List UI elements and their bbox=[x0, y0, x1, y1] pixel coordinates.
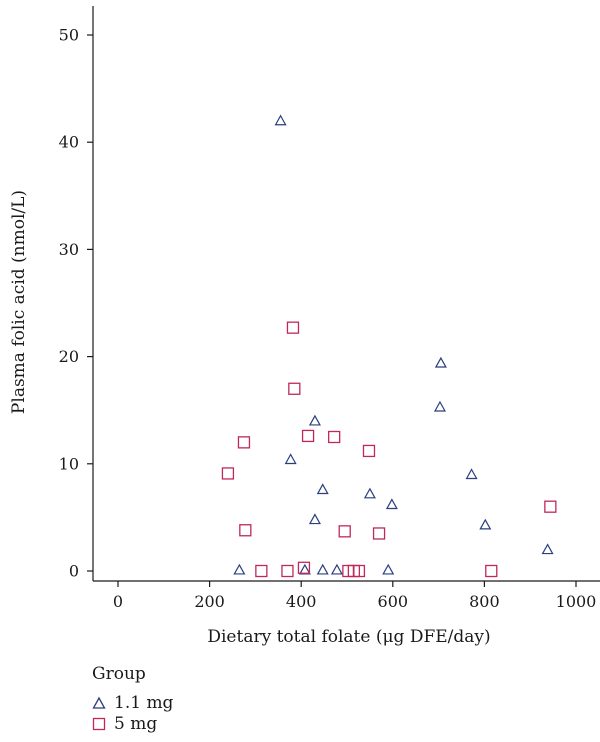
point-1-1mg bbox=[330, 563, 343, 575]
legend-item-5mg: 5 mg bbox=[92, 713, 173, 734]
point-5mg bbox=[485, 564, 498, 578]
y-axis-ticks: 0 10 20 30 40 50 bbox=[59, 26, 93, 581]
x-tick-label: 0 bbox=[113, 592, 123, 611]
x-tick-label: 800 bbox=[469, 592, 500, 611]
point-5mg bbox=[255, 564, 268, 578]
square-marker-icon bbox=[92, 717, 106, 730]
point-5mg bbox=[237, 436, 251, 449]
point-1-1mg bbox=[298, 563, 311, 575]
legend-label: 5 mg bbox=[114, 713, 158, 734]
y-tick-label: 10 bbox=[59, 454, 79, 473]
point-1-1mg bbox=[316, 563, 329, 575]
point-5mg bbox=[544, 500, 557, 513]
point-5mg bbox=[338, 525, 351, 538]
x-tick-label: 1000 bbox=[556, 592, 597, 611]
point-1-1mg bbox=[479, 518, 492, 530]
point-1-1mg bbox=[274, 114, 287, 126]
point-5mg bbox=[362, 444, 376, 458]
x-tick-label: 600 bbox=[378, 592, 409, 611]
point-5mg bbox=[281, 564, 294, 578]
scatter-chart: 0 10 20 30 40 50 0 200 400 600 800 1000 Dietary to… bbox=[9, 6, 600, 647]
x-axis-ticks: 0 200 400 600 800 1000 bbox=[113, 581, 596, 611]
point-5mg bbox=[301, 429, 315, 443]
x-axis-title: Dietary total folate (μg DFE/day) bbox=[207, 627, 490, 647]
point-1-1mg bbox=[465, 468, 478, 480]
triangle-marker-icon bbox=[92, 696, 106, 709]
point-1-1mg bbox=[316, 483, 329, 495]
point-5mg bbox=[239, 524, 252, 537]
point-5mg bbox=[297, 561, 311, 574]
point-5mg bbox=[286, 321, 300, 334]
y-axis-title: Plasma folic acid (nmol/L) bbox=[9, 190, 29, 414]
plot-frame bbox=[92, 6, 600, 582]
point-1-1mg bbox=[541, 543, 554, 555]
y-tick-label: 30 bbox=[59, 240, 79, 259]
y-tick-label: 0 bbox=[69, 562, 79, 581]
y-tick-label: 20 bbox=[59, 347, 79, 366]
point-1-1mg bbox=[363, 487, 376, 499]
point-5mg bbox=[221, 467, 235, 480]
point-5mg bbox=[352, 564, 366, 578]
x-tick-label: 200 bbox=[194, 592, 225, 611]
point-1-1mg bbox=[284, 453, 297, 465]
data-points bbox=[221, 114, 557, 578]
point-1-1mg bbox=[385, 498, 398, 510]
point-1-1mg bbox=[434, 356, 447, 368]
legend-item-1-1mg: 1.1 mg bbox=[92, 692, 173, 713]
y-tick-label: 40 bbox=[59, 133, 79, 152]
x-tick-label: 400 bbox=[286, 592, 317, 611]
point-5mg bbox=[372, 527, 386, 540]
point-5mg bbox=[328, 430, 341, 444]
point-5mg bbox=[288, 382, 301, 395]
y-tick-label: 50 bbox=[59, 26, 79, 45]
legend-label: 1.1 mg bbox=[114, 692, 174, 713]
point-1-1mg bbox=[433, 400, 446, 412]
point-1-1mg bbox=[308, 414, 321, 426]
legend-title: Group bbox=[92, 664, 146, 684]
point-1-1mg bbox=[308, 513, 321, 525]
legend: Group 1.1 mg 5 mg bbox=[92, 664, 173, 734]
point-1-1mg bbox=[382, 563, 395, 575]
point-1-1mg bbox=[233, 563, 246, 575]
